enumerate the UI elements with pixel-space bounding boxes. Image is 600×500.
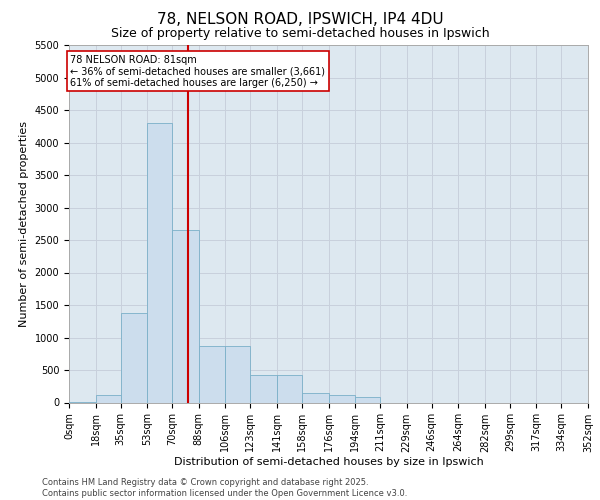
Y-axis label: Number of semi-detached properties: Number of semi-detached properties	[19, 120, 29, 327]
Text: 78, NELSON ROAD, IPSWICH, IP4 4DU: 78, NELSON ROAD, IPSWICH, IP4 4DU	[157, 12, 443, 28]
Text: Contains HM Land Registry data © Crown copyright and database right 2025.
Contai: Contains HM Land Registry data © Crown c…	[42, 478, 407, 498]
Bar	[199, 346, 225, 403]
Text: Size of property relative to semi-detached houses in Ipswich: Size of property relative to semi-detach…	[110, 28, 490, 40]
Bar	[172, 230, 199, 402]
Bar	[329, 394, 355, 402]
Bar	[277, 375, 302, 402]
X-axis label: Distribution of semi-detached houses by size in Ipswich: Distribution of semi-detached houses by …	[173, 457, 484, 467]
Bar	[250, 375, 277, 402]
Bar	[355, 398, 380, 402]
Bar	[95, 394, 121, 402]
Bar	[121, 313, 147, 402]
Bar	[147, 123, 172, 402]
Bar	[225, 346, 250, 403]
Bar	[302, 393, 329, 402]
Text: 78 NELSON ROAD: 81sqm
← 36% of semi-detached houses are smaller (3,661)
61% of s: 78 NELSON ROAD: 81sqm ← 36% of semi-deta…	[70, 55, 325, 88]
